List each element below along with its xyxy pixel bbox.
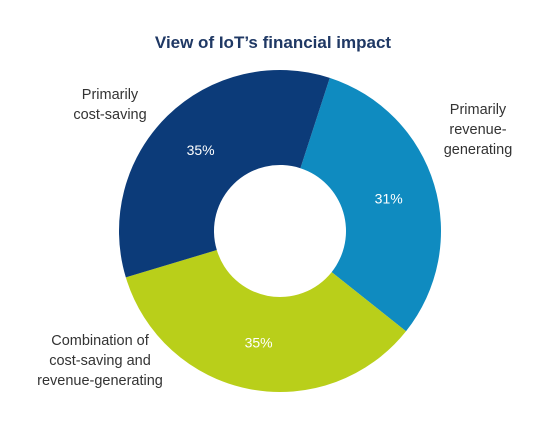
donut-slice-1 — [125, 250, 407, 392]
slice-label-line: revenue-generating — [37, 373, 163, 389]
chart-title: View of IoT’s financial impact — [155, 33, 392, 52]
slice-label-line: generating — [444, 142, 513, 158]
slice-label-line: cost-saving and — [49, 353, 151, 369]
slice-label-1: Combination of cost-saving and revenue-gen… — [37, 333, 163, 389]
slice-label-line: revenue- — [449, 122, 506, 138]
slice-label-line: Primarily — [450, 102, 507, 118]
slice-label-line: Primarily — [82, 87, 139, 103]
slice-label-0: Primarily revenue-generating — [444, 102, 513, 158]
value-labels: 31% 35% 35% — [187, 142, 403, 351]
slice-value-2: 35% — [187, 142, 215, 158]
slice-label-2: Primarily cost-saving — [73, 87, 146, 123]
slice-value-0: 31% — [375, 190, 403, 206]
donut-slice-0 — [300, 77, 442, 332]
donut-slices — [119, 70, 442, 392]
slice-label-line: cost-saving — [73, 107, 146, 123]
slice-label-line: Combination of — [51, 333, 149, 349]
donut-slice-2 — [119, 70, 330, 278]
slice-value-1: 35% — [245, 334, 273, 350]
